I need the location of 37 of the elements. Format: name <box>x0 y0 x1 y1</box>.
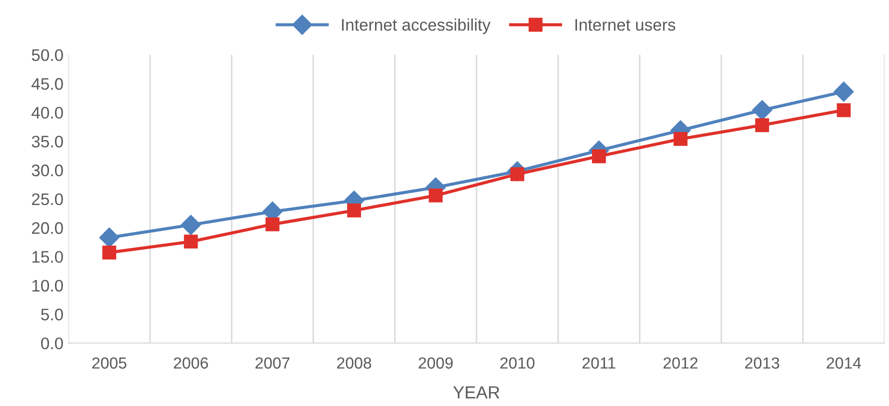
x-tick-label: 2005 <box>92 357 126 369</box>
y-tick-label: 35.0 <box>32 136 63 148</box>
y-tick-label: 50.0 <box>32 49 63 62</box>
y-tick-label: 45.0 <box>32 78 63 90</box>
point <box>99 228 120 248</box>
y-tick-label: 25.0 <box>32 193 63 206</box>
y-tick-label: 20.0 <box>32 222 63 234</box>
x-tick-label: 2006 <box>174 357 208 369</box>
y-tick-label: 30.0 <box>32 164 63 176</box>
point <box>102 246 116 260</box>
x-tick-label: 2013 <box>745 357 780 369</box>
y-tick-label: 5.0 <box>41 308 63 320</box>
x-axis-title: YEAR <box>453 386 500 398</box>
x-tick-label: 2009 <box>418 357 453 369</box>
y-tick-label: 10.0 <box>32 280 63 292</box>
x-tick-label: 2008 <box>337 357 372 369</box>
x-tick-label: 2010 <box>500 357 534 369</box>
point <box>428 188 443 202</box>
point <box>347 204 362 218</box>
point <box>836 103 851 118</box>
y-tick-label: 0.0 <box>41 337 63 350</box>
y-tick-label: 15.0 <box>32 250 63 263</box>
point <box>180 214 201 235</box>
y-tick-label: 40.0 <box>32 106 63 119</box>
point <box>266 217 280 232</box>
x-tick-label: 2007 <box>256 357 290 369</box>
point <box>592 149 606 164</box>
x-tick-label: 2011 <box>582 357 616 369</box>
legend-label: Internet users <box>575 19 676 31</box>
point <box>755 118 770 132</box>
point <box>184 234 198 249</box>
point <box>674 132 688 146</box>
legend-label: Internet accessibility <box>342 18 491 34</box>
point <box>834 82 854 102</box>
x-tick-label: 2014 <box>826 357 862 369</box>
x-tick-label: 2012 <box>664 357 698 369</box>
point <box>752 100 772 120</box>
